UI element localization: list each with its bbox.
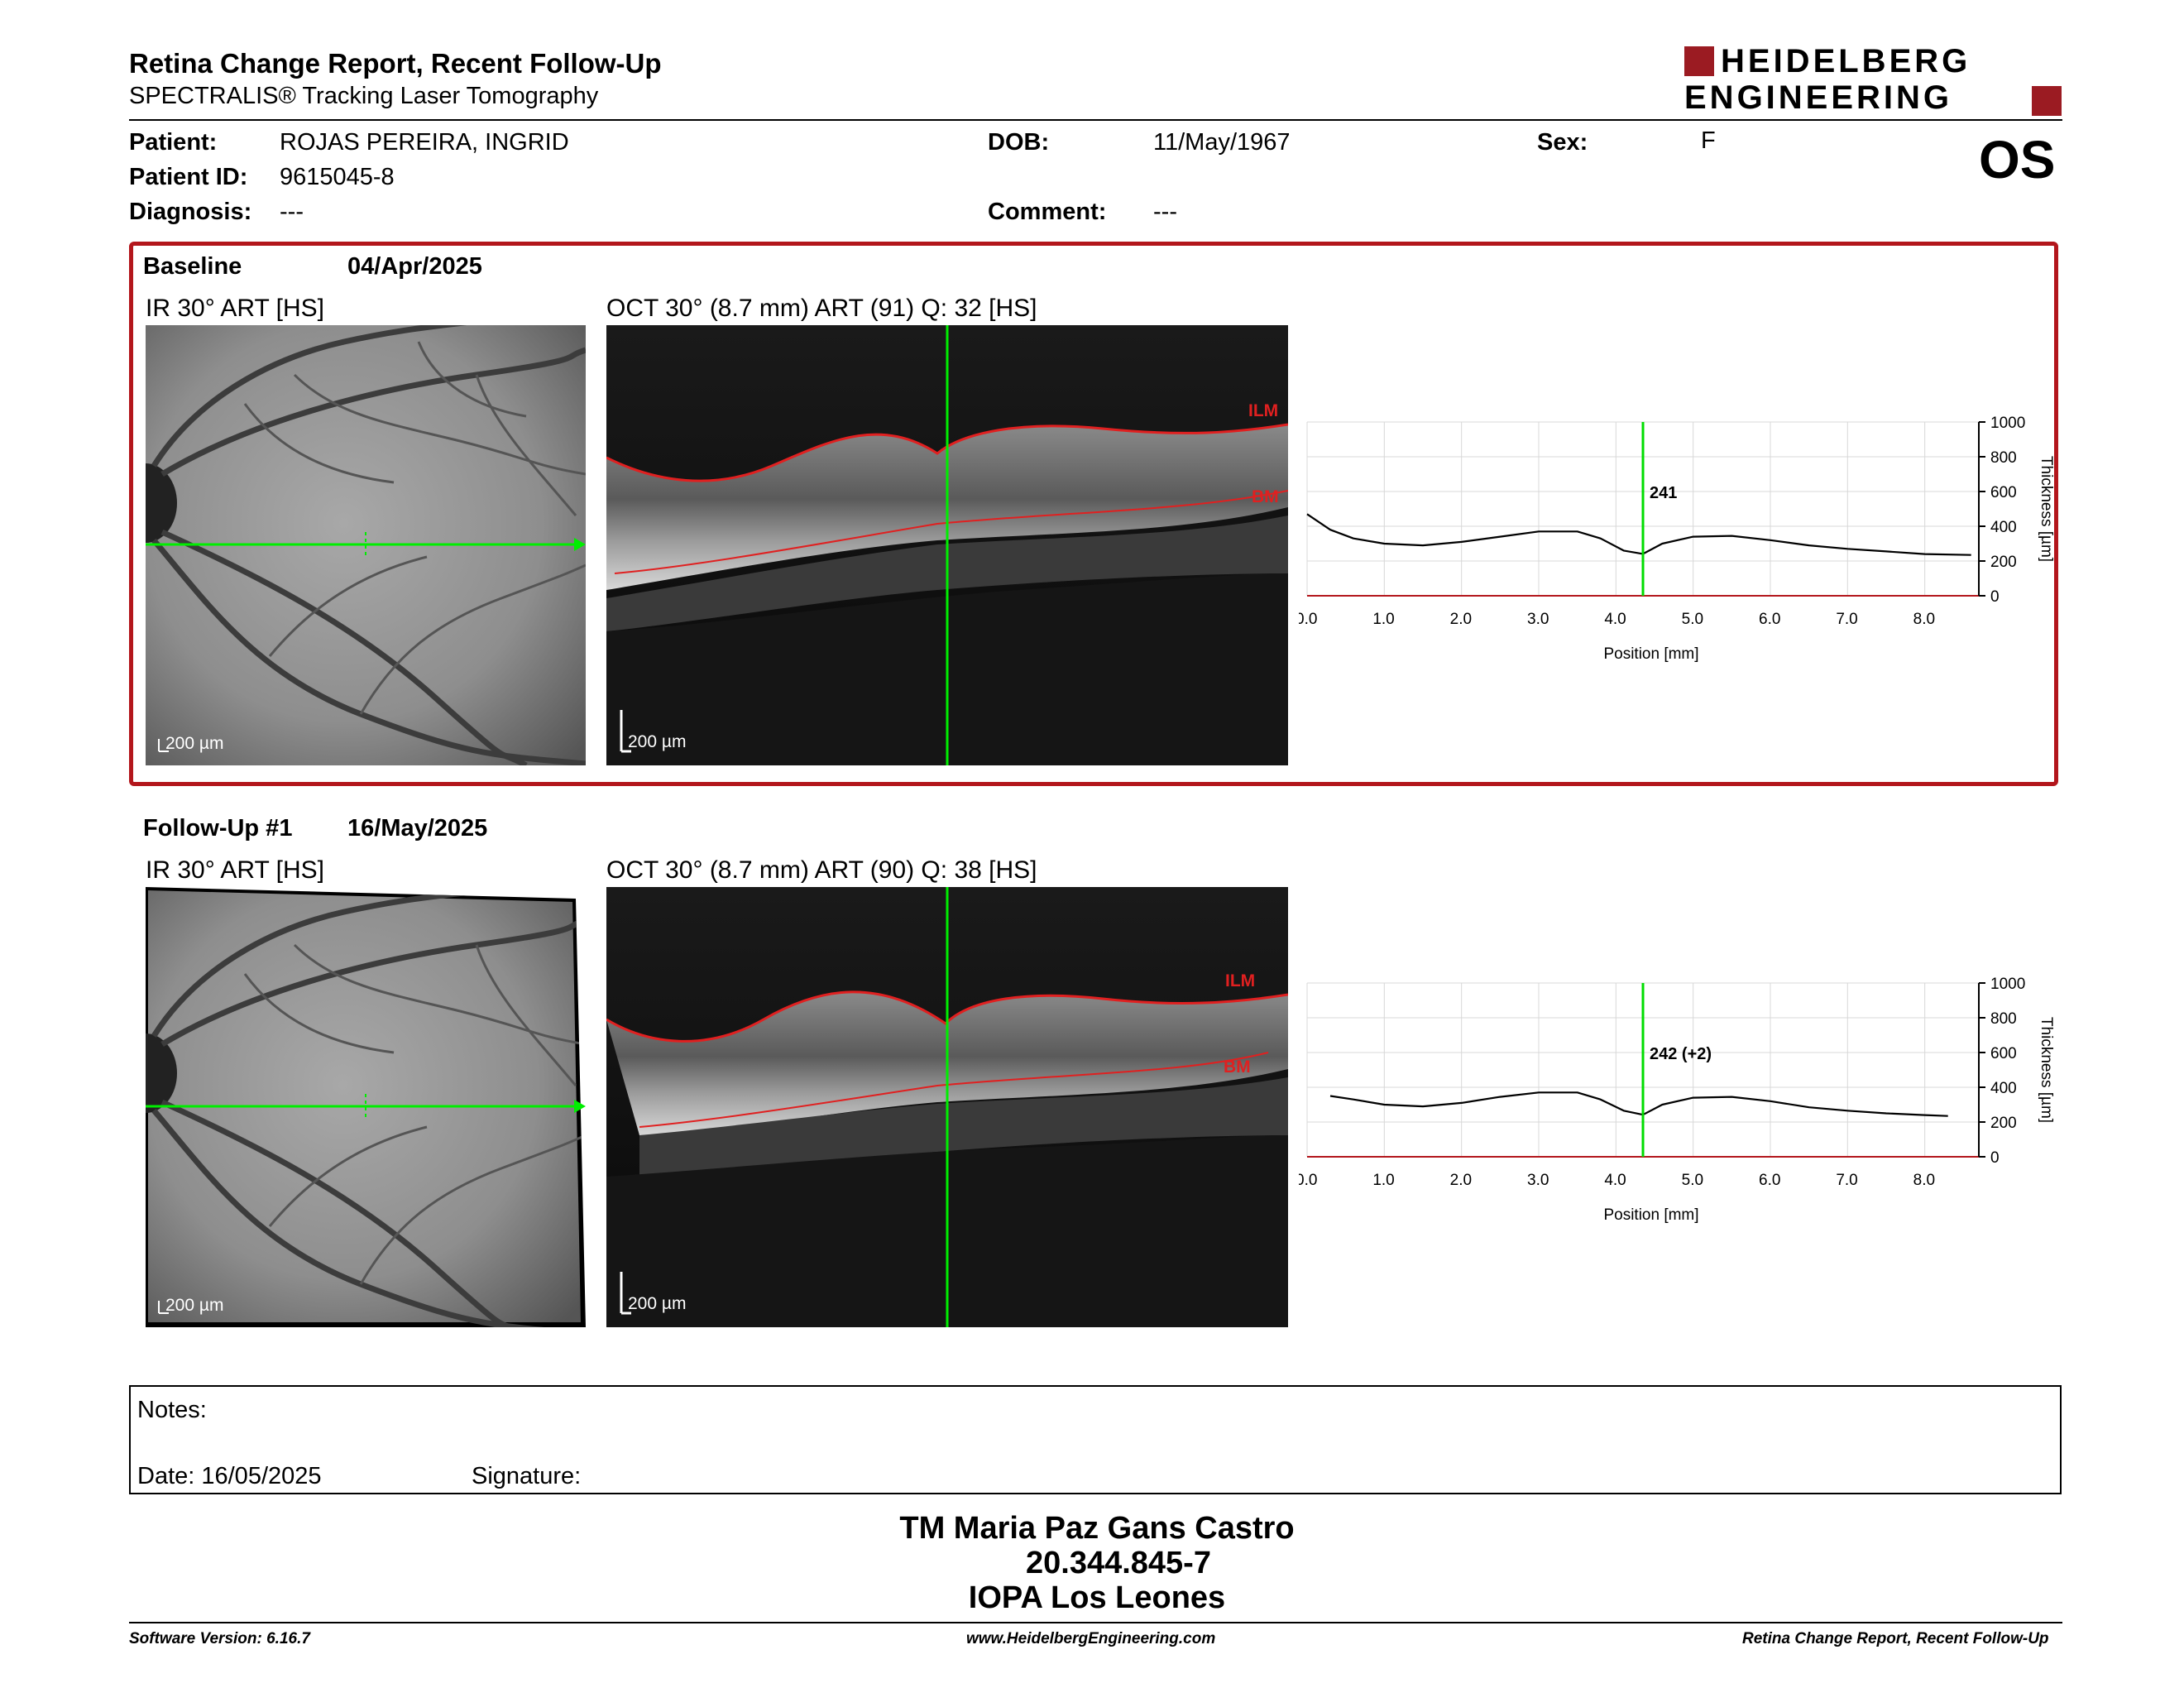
notes-label: Notes:	[137, 1397, 207, 1423]
chart0-xtick-1: 1.0	[1372, 611, 1394, 628]
followup-ir-scale: 200 µm	[165, 1296, 223, 1315]
sex-value: F	[1701, 127, 1716, 154]
header-divider	[129, 119, 2062, 121]
chart0-ytick-0: 0	[1990, 588, 2000, 606]
followup-ir-label: IR 30° ART [HS]	[146, 856, 324, 884]
baseline-highlight-frame	[129, 242, 2058, 786]
chart1-ytick-1: 200	[1990, 1115, 2017, 1132]
chart1-ylabel: Thickness [µm]	[2038, 1017, 2055, 1123]
baseline-ir-scale: 200 µm	[165, 734, 223, 753]
chart0-xlabel: Position [mm]	[1603, 645, 1698, 663]
chart1-xtick-5: 5.0	[1682, 1172, 1703, 1189]
chart0-xtick-5: 5.0	[1682, 611, 1703, 628]
chart1-marker-label: 242 (+2)	[1650, 1045, 1712, 1063]
sex-label: Sex:	[1537, 129, 1588, 156]
comment-label: Comment:	[988, 199, 1107, 225]
chart1-ytick-4: 800	[1990, 1010, 2017, 1028]
baseline-ir-label: IR 30° ART [HS]	[146, 295, 324, 322]
followup-oct-label: OCT 30° (8.7 mm) ART (90) Q: 38 [HS]	[606, 856, 1037, 884]
chart0-thickness-line	[1306, 513, 1971, 556]
footer-divider	[129, 1622, 2062, 1623]
chart0-marker-label: 241	[1650, 484, 1677, 502]
report-subtitle: SPECTRALIS® Tracking Laser Tomography	[129, 83, 599, 109]
chart1-xlabel: Position [mm]	[1603, 1206, 1698, 1224]
chart0-ytick-3: 600	[1990, 484, 2017, 501]
chart1-xtick-7: 7.0	[1836, 1172, 1857, 1189]
patient-name: ROJAS PEREIRA, INGRID	[280, 129, 569, 156]
report-title: Retina Change Report, Recent Follow-Up	[129, 48, 662, 79]
followup-ir-fundus-image[interactable]: 200 µm	[146, 887, 586, 1327]
signature-label: Signature:	[472, 1463, 582, 1489]
patient-id-label: Patient ID:	[129, 164, 248, 190]
footer-report-name: Retina Change Report, Recent Follow-Up	[1742, 1630, 2049, 1647]
chart1-ytick-2: 400	[1990, 1080, 2017, 1097]
patient-label: Patient:	[129, 129, 218, 156]
chart0-ytick-2: 400	[1990, 519, 2017, 536]
chart1-xtick-4: 4.0	[1604, 1172, 1626, 1189]
chart1-xtick-3: 3.0	[1527, 1172, 1549, 1189]
baseline-thickness-chart[interactable]: 0.0 1.0 2.0 3.0 4.0 5.0 6.0 7.0 8.0 0 200 400 600 800…	[1296, 405, 2085, 679]
baseline-oct-bscan-image[interactable]: ILM BM 200 µm	[606, 325, 1288, 765]
baseline-title: Baseline	[143, 253, 242, 280]
chart1-xtick-8: 8.0	[1913, 1172, 1935, 1189]
diagnosis-value: ---	[280, 199, 304, 225]
logo-square-bottom	[2032, 86, 2062, 116]
chart1-ytick-0: 0	[1990, 1149, 2000, 1167]
chart1-xtick-2: 2.0	[1450, 1172, 1472, 1189]
signatory-institution: IOPA Los Leones	[968, 1580, 1226, 1615]
chart0-ytick-1: 200	[1990, 554, 2017, 571]
chart1-xtick-0: 0.0	[1299, 1172, 1317, 1189]
chart0-ytick-4: 800	[1990, 449, 2017, 467]
followup-bm-label: BM	[1224, 1057, 1251, 1077]
footer-website[interactable]: www.HeidelbergEngineering.com	[966, 1630, 1216, 1647]
notes-box[interactable]: Notes: Date: 16/05/2025 Signature:	[129, 1385, 2062, 1494]
chart0-xtick-6: 6.0	[1759, 611, 1780, 628]
chart1-ytick-5: 1000	[1990, 976, 2025, 993]
baseline-date: 04/Apr/2025	[347, 253, 482, 280]
baseline-oct-label: OCT 30° (8.7 mm) ART (91) Q: 32 [HS]	[606, 295, 1037, 322]
signatory-id: 20.344.845-7	[1026, 1546, 1211, 1580]
baseline-ilm-label: ILM	[1248, 401, 1278, 420]
logo-line2: ENGINEERING	[1684, 79, 1953, 116]
followup-oct-scale: 200 µm	[628, 1294, 686, 1313]
logo-line1: HEIDELBERG	[1721, 43, 1971, 79]
signatory-name: TM Maria Paz Gans Castro	[899, 1511, 1295, 1546]
heidelberg-logo: HEIDELBERG ENGINEERING	[1684, 43, 2063, 116]
notes-date: Date: 16/05/2025	[137, 1463, 322, 1489]
chart0-ylabel: Thickness [µm]	[2038, 456, 2055, 562]
followup-ilm-label: ILM	[1225, 971, 1255, 990]
chart1-thickness-line	[1329, 1091, 1948, 1117]
diagnosis-label: Diagnosis:	[129, 199, 252, 225]
eye-laterality: OS	[1979, 130, 2056, 189]
patient-id: 9615045-8	[280, 164, 395, 190]
chart1-xtick-1: 1.0	[1372, 1172, 1394, 1189]
baseline-bm-label: BM	[1252, 487, 1279, 506]
chart0-xtick-0: 0.0	[1299, 611, 1317, 628]
chart0-xtick-2: 2.0	[1450, 611, 1472, 628]
followup-title: Follow-Up #1	[143, 815, 293, 842]
comment-value: ---	[1153, 199, 1177, 225]
dob-label: DOB:	[988, 129, 1050, 156]
chart0-xtick-7: 7.0	[1836, 611, 1857, 628]
chart0-xtick-8: 8.0	[1913, 611, 1935, 628]
dob-value: 11/May/1967	[1153, 129, 1291, 156]
logo-square-top	[1684, 46, 1714, 76]
baseline-ir-fundus-image[interactable]: 200 µm	[146, 325, 586, 765]
followup-thickness-chart[interactable]: 0.0 1.0 2.0 3.0 4.0 5.0 6.0 7.0 8.0 0 200 400 600 800…	[1296, 966, 2085, 1240]
chart0-xtick-3: 3.0	[1527, 611, 1549, 628]
footer-software-version: Software Version: 6.16.7	[129, 1630, 310, 1647]
chart0-ytick-5: 1000	[1990, 415, 2025, 432]
followup-oct-bscan-image[interactable]: ILM BM 200 µm	[606, 887, 1288, 1327]
chart1-xtick-6: 6.0	[1759, 1172, 1780, 1189]
chart0-xtick-4: 4.0	[1604, 611, 1626, 628]
chart1-ytick-3: 600	[1990, 1045, 2017, 1062]
followup-date: 16/May/2025	[347, 815, 488, 842]
baseline-oct-scale: 200 µm	[628, 732, 686, 751]
